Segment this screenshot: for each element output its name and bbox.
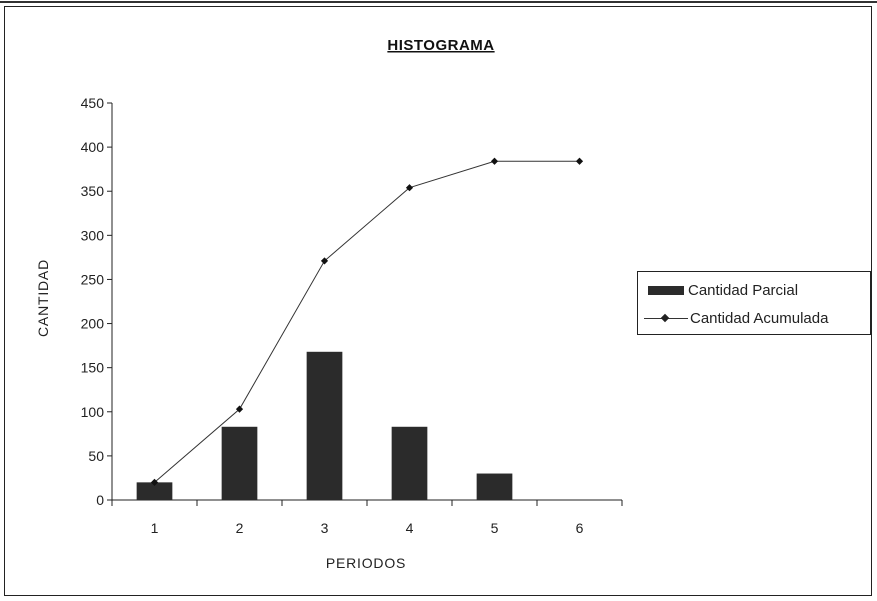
y-axis-label: CANTIDAD	[35, 259, 51, 337]
legend: Cantidad Parcial Cantidad Acumulada	[637, 271, 871, 335]
line-series	[150, 157, 584, 486]
y-tick-label: 0	[96, 492, 104, 508]
x-tick-label: 5	[491, 520, 499, 536]
x-axis-label: PERIODOS	[326, 555, 406, 571]
y-tick-label: 450	[81, 95, 105, 111]
x-tick-label: 6	[576, 520, 584, 536]
y-tick-label: 150	[81, 360, 105, 376]
x-tick-label: 1	[151, 520, 159, 536]
y-tick-label: 300	[81, 227, 105, 243]
y-tick-label: 400	[81, 139, 105, 155]
top-border-line	[0, 1, 877, 3]
x-tick-label: 3	[321, 520, 329, 536]
line-point-marker	[235, 405, 244, 413]
legend-line-swatch	[644, 313, 688, 323]
y-tick-label: 50	[88, 448, 104, 464]
y-tick-label: 250	[81, 271, 105, 287]
legend-bar-swatch	[648, 285, 684, 295]
bar-series	[136, 351, 513, 500]
chart-axes: 0 50 100 150 200 250 300 350 400 450 1 2 3 4 5 6	[81, 95, 623, 536]
legend-label-parcial: Cantidad Parcial	[688, 281, 799, 299]
y-tick-label: 100	[81, 404, 105, 420]
line-point-marker	[490, 157, 499, 165]
y-tick-label: 350	[81, 183, 105, 199]
y-tick-label: 200	[81, 316, 105, 332]
line-point-marker	[405, 184, 414, 192]
line-point-marker	[575, 157, 584, 165]
line-point-marker	[150, 478, 159, 486]
bar	[306, 351, 343, 500]
bar	[476, 473, 513, 500]
line-point-marker	[320, 257, 329, 265]
x-tick-label: 4	[406, 520, 414, 536]
bar	[221, 426, 258, 500]
cumulative-line	[154, 160, 580, 483]
bar	[391, 426, 428, 500]
legend-label-acumulada: Cantidad Acumulada	[690, 309, 829, 327]
legend-item-acumulada: Cantidad Acumulada	[638, 306, 828, 330]
bar	[136, 482, 173, 500]
x-tick-label: 2	[236, 520, 244, 536]
chart-title: HISTOGRAMA	[387, 37, 494, 54]
legend-item-parcial: Cantidad Parcial	[638, 278, 798, 302]
